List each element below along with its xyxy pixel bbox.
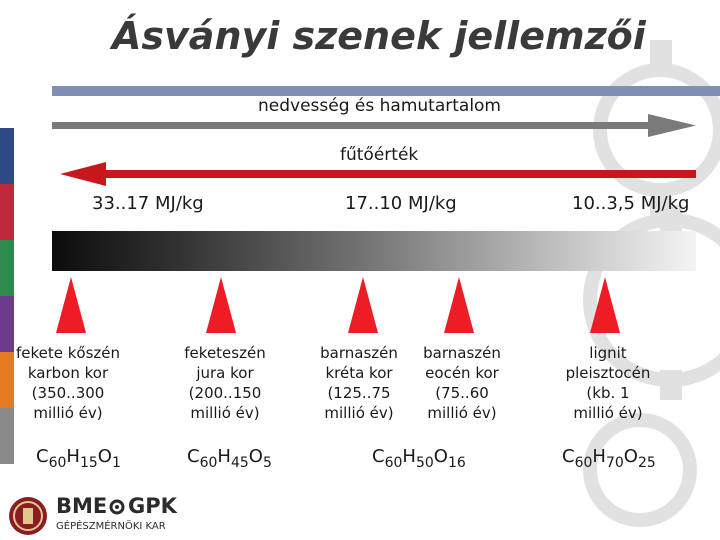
side-stripe-red	[0, 184, 14, 240]
crest-icon	[9, 497, 47, 535]
gear-logo-icon	[109, 499, 125, 515]
formula-1-c: C	[36, 446, 49, 467]
formula-2-c-count: 60	[199, 455, 218, 471]
coal-gradient-bar	[52, 231, 696, 271]
energy-range-2: 17..10 MJ/kg	[345, 193, 457, 214]
energy-range-1: 33..17 MJ/kg	[92, 193, 204, 214]
coal-type-4-description: barnaszén eocén kor (75..60 millió év)	[423, 344, 501, 422]
coal-type-1-description: fekete kőszén karbon kor (350..300 milli…	[15, 344, 121, 422]
formula-4-o: O	[623, 446, 638, 467]
formula-2: C60H45O5	[187, 446, 272, 471]
formula-2-h-count: 45	[230, 455, 249, 471]
marker-triangle-4	[444, 277, 474, 333]
moisture-arrow-label: nedvesség és hamutartalom	[258, 96, 501, 116]
formula-1-h-count: 15	[79, 455, 98, 471]
formula-4-h-count: 70	[605, 455, 624, 471]
formula-4-c: C	[562, 446, 575, 467]
formula-4: C60H70O25	[562, 446, 656, 471]
formula-3-c-count: 60	[384, 455, 403, 471]
formula-2-h: H	[217, 446, 231, 467]
calorific-arrow-label: fűtőérték	[340, 145, 419, 165]
formula-1-c-count: 60	[48, 455, 67, 471]
bme-gpk-logo: BME GPK GÉPÉSZMÉRNÖKI KAR	[8, 494, 208, 538]
coal-type-2-description: feketeszén jura kor (200..150 millió év)	[184, 344, 266, 422]
formula-4-h: H	[592, 446, 606, 467]
formula-3-h-count: 50	[415, 455, 434, 471]
marker-triangle-5	[590, 277, 620, 333]
page-title: Ásványi szenek jellemzői	[112, 14, 646, 58]
title-rule	[52, 86, 720, 96]
moisture-arrow	[52, 114, 696, 137]
formula-4-c-count: 60	[574, 455, 593, 471]
side-stripe-blue	[0, 128, 14, 184]
marker-triangle-2	[206, 277, 236, 333]
formula-2-o: O	[248, 446, 263, 467]
side-stripe-green	[0, 240, 14, 296]
energy-range-3: 10..3,5 MJ/kg	[572, 193, 690, 214]
calorific-arrow	[60, 162, 696, 186]
formula-3-c: C	[372, 446, 385, 467]
formula-3: C60H50O16	[372, 446, 466, 471]
marker-triangle-3	[348, 277, 378, 333]
formula-1-h: H	[66, 446, 80, 467]
logo-text-bme: BME	[56, 494, 108, 518]
formula-3-h: H	[402, 446, 416, 467]
formula-1-o: O	[97, 446, 112, 467]
formula-3-o-count: 16	[447, 455, 466, 471]
coal-type-5-description: lignit pleisztocén (kb. 1 millió év)	[565, 344, 651, 422]
marker-triangle-1	[56, 277, 86, 333]
coal-type-3-description: barnaszén kréta kor (125..75 millió év)	[320, 344, 398, 422]
logo-text-gpk: GPK	[128, 494, 177, 518]
logo-subtitle: GÉPÉSZMÉRNÖKI KAR	[56, 521, 166, 532]
formula-2-o-count: 5	[262, 455, 272, 471]
formula-3-o: O	[433, 446, 448, 467]
formula-2-c: C	[187, 446, 200, 467]
side-stripe-purple	[0, 296, 14, 352]
side-stripe-gray	[0, 408, 14, 464]
formula-4-o-count: 25	[637, 455, 656, 471]
formula-1-o-count: 1	[111, 455, 121, 471]
formula-1: C60H15O1	[36, 446, 121, 471]
side-stripe-orange	[0, 352, 14, 408]
